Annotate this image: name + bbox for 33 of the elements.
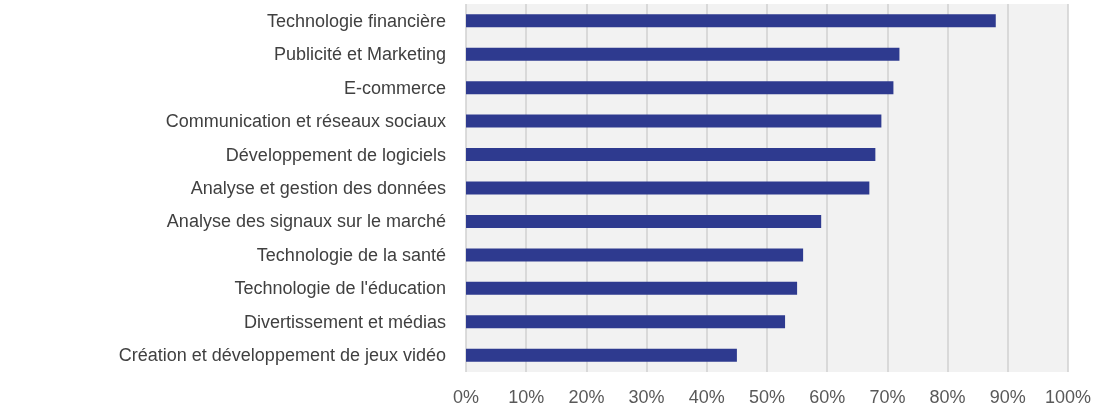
bar bbox=[466, 248, 804, 262]
bar bbox=[466, 148, 876, 162]
y-tick-label: Technologie de la santé bbox=[256, 244, 446, 265]
bar bbox=[466, 81, 894, 95]
y-tick-label: Développement de logiciels bbox=[225, 144, 446, 165]
y-tick-label: Technologie financière bbox=[266, 10, 446, 31]
y-tick-label: Communication et réseaux sociaux bbox=[165, 111, 446, 132]
y-tick-label: Technologie de l'éducation bbox=[234, 278, 446, 299]
x-tick-label: 100% bbox=[1044, 387, 1092, 407]
x-tick-label: 10% bbox=[508, 387, 545, 407]
bar bbox=[466, 47, 900, 61]
y-tick-label: Analyse et gestion des données bbox=[190, 178, 446, 198]
bar bbox=[466, 181, 870, 195]
x-tick-label: 50% bbox=[748, 387, 786, 407]
x-tick-label: 30% bbox=[628, 387, 665, 407]
x-tick-label: 70% bbox=[869, 387, 906, 407]
bar bbox=[466, 14, 996, 28]
y-tick-label: Divertissement et médias bbox=[243, 311, 446, 332]
y-tick-label: Publicité et Marketing bbox=[273, 44, 446, 65]
y-tick-label: Création et développement de jeux vidéo bbox=[118, 345, 446, 366]
bar bbox=[466, 214, 822, 228]
bar bbox=[466, 315, 786, 329]
x-tick-label: 40% bbox=[688, 387, 725, 407]
x-tick-label: 0% bbox=[452, 387, 480, 407]
bar bbox=[466, 348, 737, 362]
y-tick-label: E-commerce bbox=[343, 77, 446, 98]
x-tick-label: 20% bbox=[568, 387, 605, 407]
bar bbox=[466, 281, 798, 295]
y-tick-label: Analyse des signaux sur le marché bbox=[166, 211, 446, 232]
x-tick-label: 60% bbox=[809, 387, 846, 407]
bar bbox=[466, 114, 882, 128]
x-tick-label: 80% bbox=[929, 387, 966, 407]
x-tick-label: 90% bbox=[989, 387, 1026, 407]
